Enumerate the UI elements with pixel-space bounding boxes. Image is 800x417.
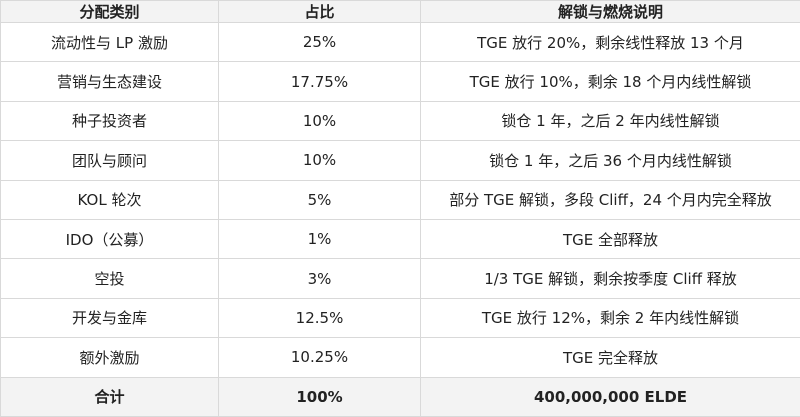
- table-cell: 空投: [0, 258, 219, 299]
- table-cell: 5%: [218, 179, 421, 220]
- table-row: 流动性与 LP 激励 25% TGE 放行 20%，剩余线性释放 13 个月: [0, 21, 800, 63]
- table-body: 流动性与 LP 激励 25% TGE 放行 20%，剩余线性释放 13 个月 营销与生…: [0, 21, 800, 417]
- table-cell: TGE 放行 12%，剩余 2 年内线性解锁: [420, 297, 800, 339]
- table-cell: 3%: [218, 258, 421, 299]
- table-cell: TGE 全部释放: [420, 218, 800, 260]
- header-row: 分配类别 占比 解锁与燃烧说明: [0, 0, 800, 23]
- table-cell: TGE 完全释放: [420, 337, 800, 378]
- table-cell: 流动性与 LP 激励: [0, 21, 219, 63]
- table-row: KOL 轮次 5% 部分 TGE 解锁，多段 Cliff，24 个月内完全释放: [0, 179, 800, 220]
- total-cell: 合计: [0, 376, 219, 417]
- header-cell: 分配类别: [0, 0, 219, 23]
- total-cell: 400,000,000 ELDE: [420, 376, 800, 417]
- table-cell: 1%: [218, 218, 421, 260]
- header-cell: 占比: [218, 0, 421, 23]
- table-cell: 1/3 TGE 解锁，剩余按季度 Cliff 释放: [420, 258, 800, 299]
- table-cell: 10%: [218, 140, 421, 181]
- table-cell: 25%: [218, 21, 421, 63]
- table-cell: KOL 轮次: [0, 179, 219, 220]
- table-cell: 锁仓 1 年，之后 36 个月内线性解锁: [420, 140, 800, 181]
- total-cell: 100%: [218, 376, 421, 417]
- table-cell: IDO（公募）: [0, 218, 219, 260]
- table-cell: 营销与生态建设: [0, 61, 219, 102]
- table-cell: 10.25%: [218, 337, 421, 378]
- table-cell: 17.75%: [218, 61, 421, 102]
- total-row: 合计 100% 400,000,000 ELDE: [0, 376, 800, 417]
- table-cell: 团队与顾问: [0, 140, 219, 181]
- table-row: 开发与金库 12.5% TGE 放行 12%，剩余 2 年内线性解锁: [0, 297, 800, 339]
- table-row: 额外激励 10.25% TGE 完全释放: [0, 337, 800, 378]
- table-cell: 部分 TGE 解锁，多段 Cliff，24 个月内完全释放: [420, 179, 800, 220]
- table-cell: 锁仓 1 年，之后 2 年内线性解锁: [420, 100, 800, 142]
- table-row: 种子投资者 10% 锁仓 1 年，之后 2 年内线性解锁: [0, 100, 800, 142]
- table-cell: TGE 放行 10%，剩余 18 个月内线性解锁: [420, 61, 800, 102]
- table-row: 营销与生态建设 17.75% TGE 放行 10%，剩余 18 个月内线性解锁: [0, 61, 800, 102]
- table-row: IDO（公募） 1% TGE 全部释放: [0, 218, 800, 260]
- table-cell: 12.5%: [218, 297, 421, 339]
- header-cell: 解锁与燃烧说明: [420, 0, 800, 23]
- table-cell: 10%: [218, 100, 421, 142]
- table-row: 团队与顾问 10% 锁仓 1 年，之后 36 个月内线性解锁: [0, 140, 800, 181]
- table-cell: 额外激励: [0, 337, 219, 378]
- table-row: 空投 3% 1/3 TGE 解锁，剩余按季度 Cliff 释放: [0, 258, 800, 299]
- table-cell: 开发与金库: [0, 297, 219, 339]
- table-cell: TGE 放行 20%，剩余线性释放 13 个月: [420, 21, 800, 63]
- table-cell: 种子投资者: [0, 100, 219, 142]
